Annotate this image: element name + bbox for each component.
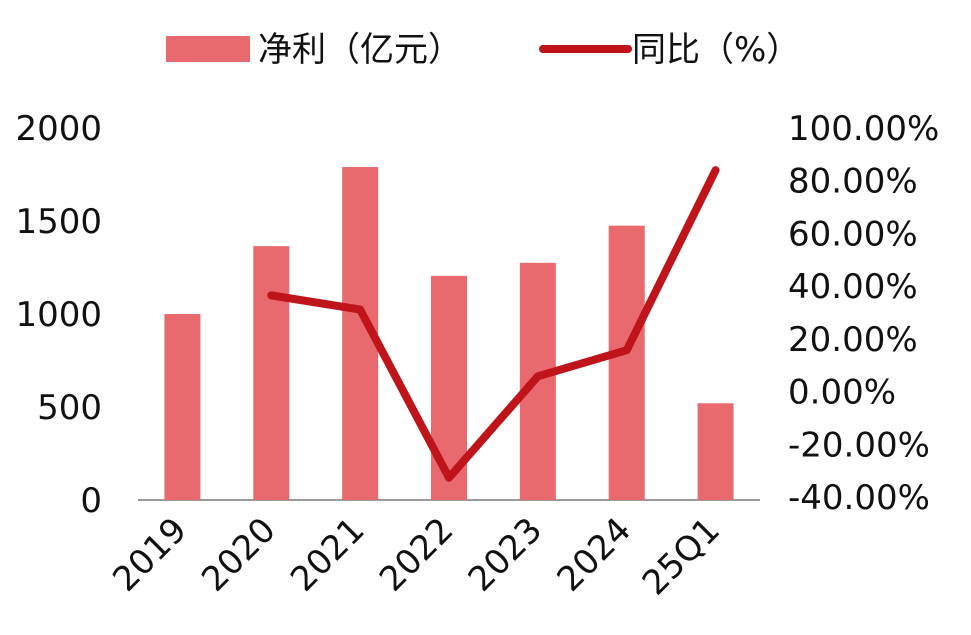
x-tick-label: 25Q1 [635, 510, 728, 603]
x-tick-label: 2019 [105, 510, 194, 599]
right-y-axis: -40.00% -20.00% 0.00% 20.00% 40.00% 60.00% 80.… [788, 109, 939, 518]
left-tick-label: 1500 [15, 202, 102, 242]
right-tick-label: 100.00% [788, 109, 939, 149]
right-tick-label: -40.00% [788, 478, 930, 518]
x-tick-label: 2022 [372, 510, 461, 599]
right-tick-label: 80.00% [788, 162, 918, 202]
left-y-axis: 0 500 1000 1500 2000 [15, 109, 102, 521]
right-tick-label: 40.00% [788, 267, 918, 307]
yoy-point-2021 [359, 309, 361, 311]
left-tick-label: 500 [37, 388, 102, 428]
x-tick-label: 2020 [194, 510, 283, 599]
legend-label-yoy: 同比（%） [632, 30, 800, 70]
left-tick-label: 2000 [15, 109, 102, 149]
yoy-point-2023 [537, 375, 539, 377]
legend-label-net-profit: 净利（亿元） [258, 30, 462, 70]
left-tick-label: 1000 [15, 295, 102, 335]
yoy-point-2020 [270, 294, 272, 296]
x-tick-label: 2023 [461, 510, 550, 599]
line-series [267, 166, 720, 482]
left-tick-label: 0 [80, 481, 102, 521]
right-tick-label: 0.00% [788, 373, 896, 413]
right-tick-label: 60.00% [788, 214, 918, 254]
x-tick-label: 2024 [550, 510, 639, 599]
right-tick-label: 20.00% [788, 320, 918, 360]
bar-25Q1 [697, 403, 734, 500]
yoy-point-2022 [448, 477, 450, 479]
right-tick-label: -20.00% [788, 425, 930, 465]
bar-series [164, 167, 734, 500]
yoy-line [267, 166, 720, 482]
yoy-point-25Q1 [715, 169, 717, 171]
bar-2020 [253, 246, 290, 500]
legend: 净利（亿元） 同比（%） [166, 30, 800, 70]
bar-2019 [164, 314, 201, 500]
x-tick-label: 2021 [283, 510, 372, 599]
bar-2024 [608, 225, 645, 500]
yoy-point-2024 [626, 349, 628, 351]
legend-swatch-net-profit [166, 36, 250, 62]
